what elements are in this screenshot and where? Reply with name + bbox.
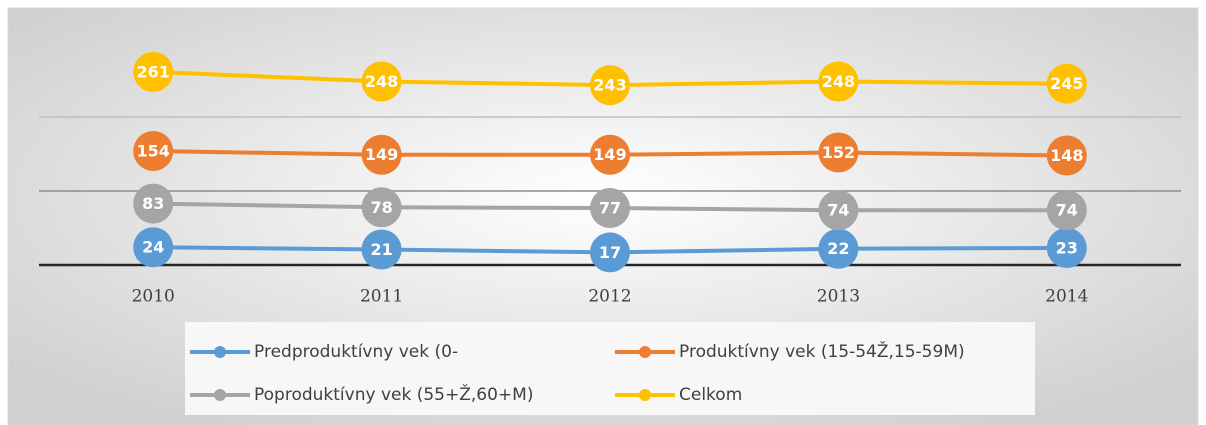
data-label: 243	[593, 76, 626, 95]
legend-marker	[214, 346, 226, 358]
data-point	[361, 134, 402, 175]
data-point	[818, 190, 859, 231]
data-point	[590, 188, 630, 229]
data-label: 23	[1056, 238, 1078, 257]
data-label: 24	[142, 238, 164, 257]
data-label: 21	[370, 240, 392, 259]
data-label: 149	[365, 145, 398, 164]
data-label: 74	[827, 201, 849, 220]
legend-marker	[639, 389, 651, 401]
legend-label: Poproduktívny vek (55+Ž,60+M)	[254, 383, 533, 405]
legend-label: Produktívny vek (15-54Ž,15-59M)	[679, 340, 965, 362]
legend-label: Celkom	[679, 385, 742, 405]
data-point	[590, 232, 630, 273]
data-label: 261	[136, 62, 169, 81]
x-tick-label: 2014	[1045, 287, 1088, 307]
data-point	[361, 61, 402, 102]
data-point	[133, 51, 174, 92]
data-label: 148	[1050, 146, 1083, 165]
data-point	[818, 61, 859, 102]
data-label: 248	[822, 72, 855, 91]
data-point	[133, 183, 174, 224]
data-label: 152	[822, 143, 855, 162]
data-label: 22	[827, 239, 849, 258]
data-label: 149	[593, 145, 626, 164]
legend-marker	[214, 389, 226, 401]
legend-label: Predproduktívny vek (0-	[254, 342, 458, 362]
data-point	[1046, 63, 1087, 104]
data-point	[133, 227, 174, 268]
data-label: 74	[1056, 201, 1078, 220]
x-tick-label: 2012	[588, 287, 631, 307]
data-label: 83	[142, 194, 164, 213]
data-point	[818, 132, 859, 173]
data-point	[1046, 227, 1087, 268]
data-point	[133, 131, 174, 172]
data-point	[818, 228, 859, 269]
data-point	[1046, 135, 1087, 176]
data-label: 17	[599, 243, 621, 262]
data-label: 77	[599, 199, 621, 218]
data-label: 154	[136, 142, 169, 161]
x-tick-label: 2010	[132, 287, 175, 307]
data-label: 78	[370, 198, 392, 217]
data-point	[590, 65, 630, 106]
legend-box	[185, 322, 1035, 415]
x-tick-label: 2011	[360, 287, 403, 307]
legend-marker	[639, 346, 651, 358]
data-point	[590, 134, 630, 175]
data-label: 248	[365, 72, 398, 91]
data-point	[361, 187, 402, 228]
x-tick-label: 2013	[817, 287, 860, 307]
data-label: 245	[1050, 74, 1083, 93]
data-point	[1046, 190, 1087, 231]
data-point	[361, 229, 402, 270]
